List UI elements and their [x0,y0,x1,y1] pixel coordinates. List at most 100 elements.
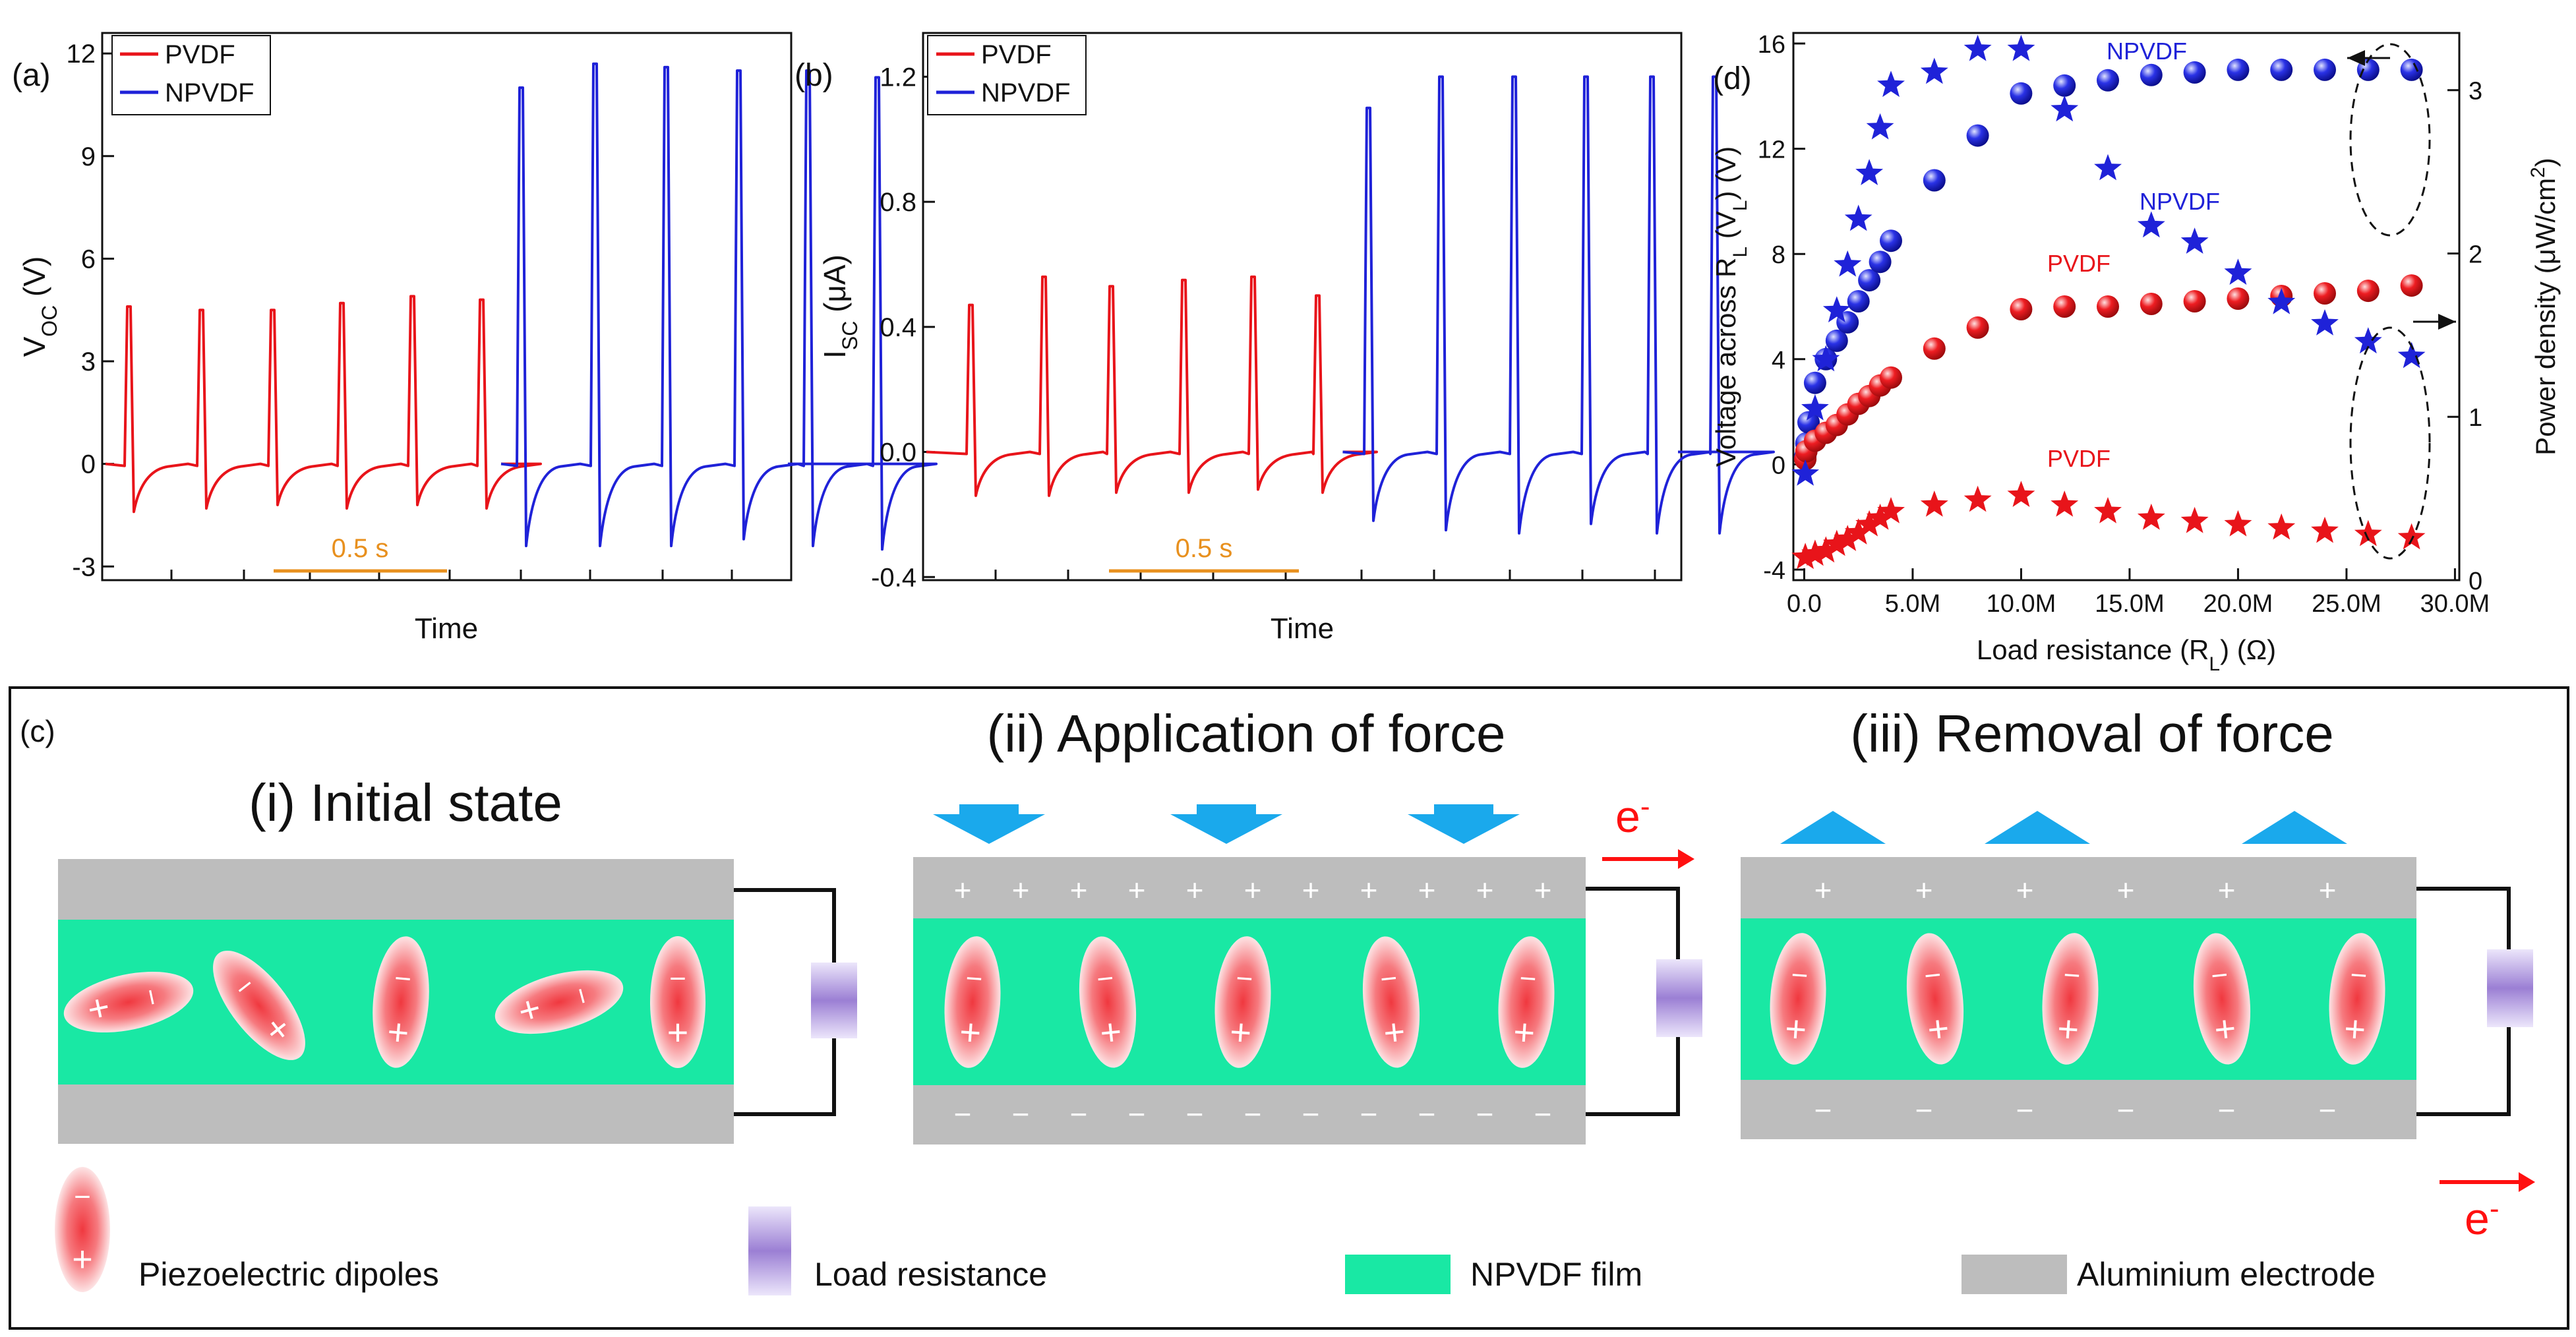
dipole-body [650,936,705,1068]
positive-charge: + [1070,873,1088,907]
legend-pvdf-label: PVDF [165,40,235,69]
piezoelectric-dipole: −+ [373,936,429,1068]
load-resistor [2487,949,2533,1027]
pvdf-power-point [1877,496,1905,523]
panel-d-x-axis: 0.0 5.0M 10.0M 15.0M 20.0M 25.0M 30.0M [1787,568,2490,618]
npvdf-voltage-point [2183,61,2206,84]
electron-arrow-head [1678,849,1694,869]
npvdf-voltage-point [1880,229,1902,253]
pvdf-power-point [1812,536,1840,563]
legend-dipole-label: Piezoelectric dipoles [138,1256,439,1293]
panel-a-label: (a) [12,58,51,93]
dipole-body [2193,933,2251,1065]
panel-b-traces [926,75,1775,535]
y-tick-label: 0.8 [880,188,916,217]
panel-b-scale-label: 0.5 s [1176,534,1233,563]
y-tick-label: 3 [81,347,96,376]
stage-title-application: (ii) Application of force [986,704,1505,763]
top-charges: + + + + + + + + + + + [954,873,1552,907]
electron-label: e- [1615,790,1650,843]
electrode-top [58,859,734,920]
dipole-body [2042,933,2099,1065]
positive-charge: + [1418,873,1436,907]
panel-b-frame [922,32,1683,581]
legend-electrode-icon [1962,1255,2067,1294]
negative-charge: − [1012,1097,1030,1131]
stage-title-initial: (i) Initial state [249,773,562,832]
positive-charge: + [1128,873,1146,907]
electrode-bottom [58,1084,734,1144]
dipole-plus: + [958,1011,982,1054]
npvdf-power-point [2007,34,2035,61]
npvdf-voltage-point [1797,411,1820,434]
force-arrow-up [1780,811,1886,844]
y-tick-label: 1.2 [880,63,916,92]
piezoelectric-dipole: −+ [2042,933,2099,1065]
dipole-plus: + [1512,1011,1536,1054]
panel-a-scale-label: 0.5 s [332,534,389,563]
negative-charge: − [1186,1097,1204,1131]
npvdf-voltage-point [1803,371,1826,394]
panel-b-legend: PVDF NPVDF [927,35,1087,115]
positive-charge: + [954,873,972,907]
dipole-body [1214,936,1271,1068]
x-tick-label: 5.0M [1885,590,1940,618]
dipole-minus: − [2062,959,2082,992]
pvdf-power-point [2397,523,2426,550]
dipole-body [1498,936,1555,1068]
y-left-tick-label: 12 [1758,136,1785,164]
pvdf-power-point [2180,506,2209,533]
positive-charge: + [1476,873,1494,907]
negative-charge: − [2218,1093,2236,1127]
dipole-plus: + [2212,1007,2238,1050]
force-arrow-up-stem [1810,832,1856,844]
svg-text:−: − [74,1181,91,1213]
npvdf-power-point [1866,113,1894,140]
pvdf-voltage-point [2053,295,2076,318]
dipole-minus: − [2349,959,2368,992]
positive-charge: + [1186,873,1204,907]
dipole-body [373,936,429,1068]
npvdf-power-point [1812,345,1840,372]
dipole-minus: − [1790,959,1809,992]
panel-a-traces [105,62,938,551]
axis-indicator-ellipse-bottom [2349,326,2431,560]
force-arrow-down [933,804,1045,844]
piezoelectric-dipole: −+ [1906,933,1964,1065]
bottom-charges: − − − − − − [1814,1093,2337,1127]
npvdf-power-point [1877,71,1905,98]
pvdf-power-point [1822,529,1851,556]
dipoles: −+−+−+−+−+−+−+−+−+−+−+−+−+−+−+ [63,933,2385,1068]
legend-pvdf-label: PVDF [981,40,1052,69]
npvdf-voltage-point [2314,58,2336,81]
legend-film-icon [1345,1255,1451,1294]
electrode-top [1741,857,2416,918]
npvdf-power-point [2224,258,2252,285]
legend-electrode-label: Aluminium electrode [2077,1256,2376,1293]
npvdf-voltage-point [1869,251,1892,274]
dipole-plus: + [1783,1007,1808,1050]
negative-charge: − [1244,1097,1262,1131]
negative-charge: − [1915,1093,1933,1127]
pvdf-power-point [2137,503,2165,530]
negative-charge: − [1418,1097,1436,1131]
x-tick-label: 10.0M [1987,590,2056,618]
npvdf-power-point [2094,154,2122,181]
stage-application-device: + + + + + + + + + + + − − − − − − − − − − − e- [913,790,1702,1144]
dipole-body [1770,933,1826,1065]
force-arrow-up-stem [2014,832,2060,844]
series-label-npvdf-star: NPVDF [2140,188,2220,215]
piezoelectric-dipole: −+ [1770,933,1826,1065]
y-left-tick-label: 4 [1772,347,1785,374]
schematic-legend: − + Piezoelectric dipoles Load resistanc… [55,1167,2376,1295]
npvdf-power-point [2137,211,2165,238]
negative-charge: − [1070,1097,1088,1131]
positive-charge: + [1915,873,1933,907]
npvdf-power-point [1822,296,1851,322]
npvdf-voltage-point [1858,269,1881,292]
dipole-minus: − [1235,962,1254,995]
pvdf-voltage-point [2140,293,2163,315]
npvdf-power-point [2354,327,2382,354]
axis-indicator-ellipse-top [2349,43,2431,237]
